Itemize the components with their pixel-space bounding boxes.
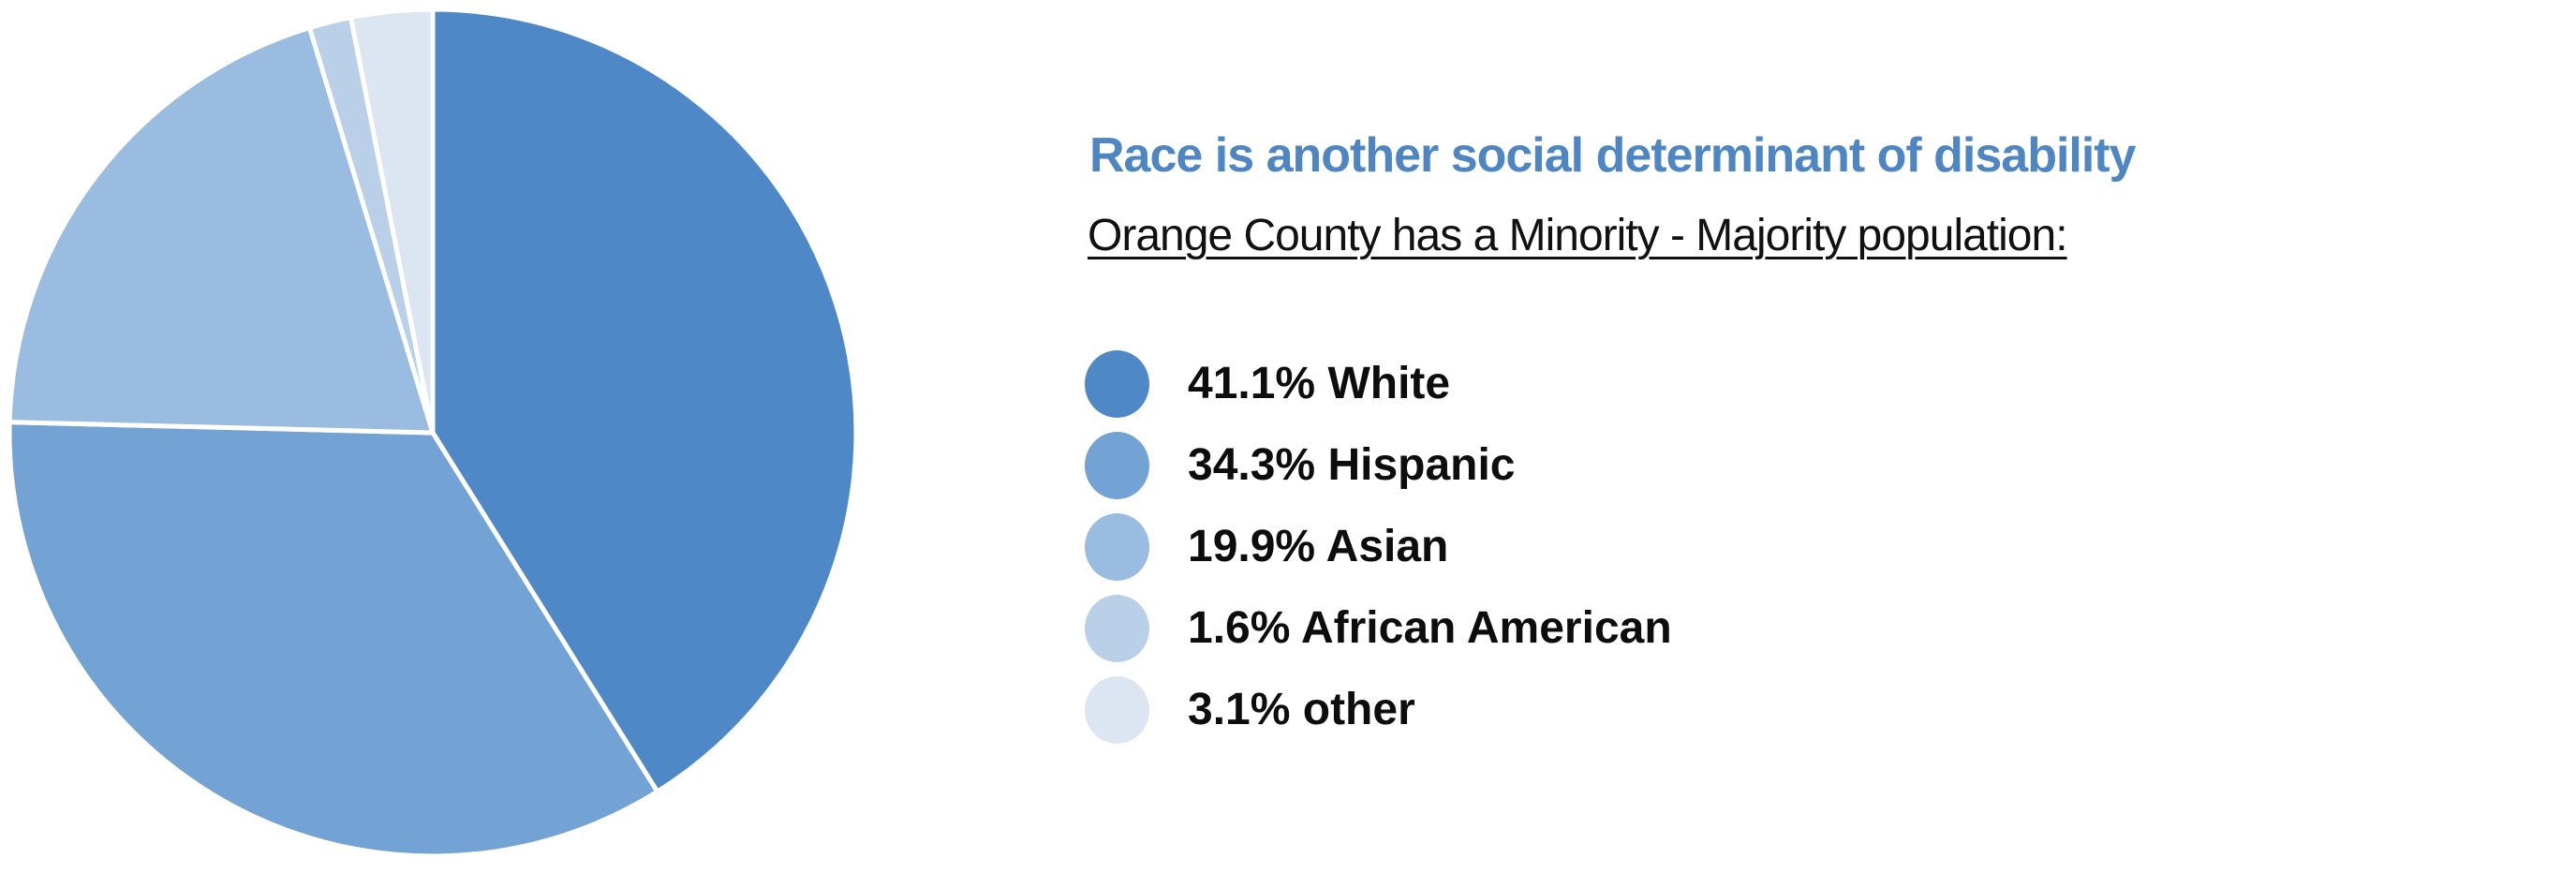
pie-chart (0, 0, 873, 873)
legend-label-other: 3.1% other (1188, 685, 1415, 734)
pie-chart-svg (7, 7, 859, 859)
legend-item-white: 41.1% White (1085, 343, 1672, 424)
pie-slice-hispanic (7, 420, 660, 859)
legend-swatch-asian (1085, 512, 1149, 581)
legend-swatch-african-american (1085, 594, 1149, 662)
legend-swatch-hispanic (1085, 431, 1149, 499)
legend-label-white: 41.1% White (1188, 359, 1451, 408)
legend-item-african-american: 1.6% African American (1085, 587, 1672, 669)
legend: 41.1% White 34.3% Hispanic 19.9% Asian 1… (1085, 343, 1672, 750)
chart-title: Race is another social determinant of di… (1089, 128, 2137, 183)
pie-slice-asian (7, 25, 436, 436)
legend-label-asian: 19.9% Asian (1188, 522, 1449, 571)
legend-item-other: 3.1% other (1085, 669, 1672, 750)
legend-swatch-other (1085, 675, 1149, 744)
legend-label-african-american: 1.6% African American (1188, 603, 1672, 653)
legend-swatch-white (1085, 349, 1149, 418)
legend-label-hispanic: 34.3% Hispanic (1188, 440, 1516, 490)
pie-slice-white (430, 7, 859, 794)
legend-item-hispanic: 34.3% Hispanic (1085, 424, 1672, 506)
pie-slice-other (348, 7, 436, 436)
legend-item-asian: 19.9% Asian (1085, 506, 1672, 587)
chart-subtitle: Orange County has a Minority - Majority … (1088, 211, 2068, 260)
